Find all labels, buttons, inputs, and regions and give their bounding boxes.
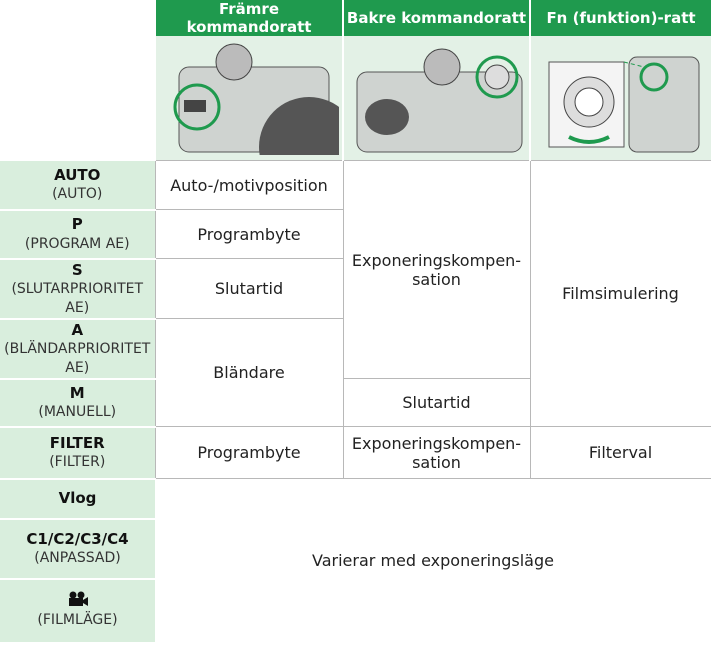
fn-dial-illustration	[548, 56, 699, 153]
column-header: Bakre kommandoratt	[342, 0, 530, 36]
mode-label: (AUTO)	[52, 186, 103, 203]
mode-name: C1/C2/C3/C4	[26, 529, 129, 548]
mode-name: Vlog	[58, 489, 97, 508]
mode-cell: AUTO (AUTO)	[0, 160, 155, 211]
mode-cell: P (PROGRAM AE)	[0, 209, 155, 260]
mode-label: (FILMLÄGE)	[37, 612, 118, 629]
mode-name: A	[71, 320, 84, 339]
column-header: Främre kommandoratt	[154, 0, 343, 36]
cell: Exponeringskompen­sation	[342, 159, 531, 380]
mode-cell: FILTER (FILTER)	[0, 426, 155, 480]
cell: Programbyte	[154, 426, 344, 480]
front-dial-illustration	[173, 43, 359, 197]
mode-name: P	[71, 215, 83, 234]
mode-cell: M (MANUELL)	[0, 378, 155, 428]
rear-dial-illustration	[356, 48, 522, 153]
mode-cell: A (BLÄNDARPRIORITET AE)	[0, 318, 155, 380]
mode-label: (FILTER)	[49, 454, 106, 471]
mode-cell: Vlog	[0, 478, 155, 520]
cell: Filmsimulering	[529, 159, 711, 428]
mode-cell: (FILMLÄGE)	[0, 578, 155, 644]
movie-icon	[68, 591, 88, 607]
cell: Varierar med exponeringsläge	[312, 551, 554, 571]
mode-cell: S (SLUTARPRIORITET AE)	[0, 258, 155, 320]
mode-label: (MANUELL)	[38, 404, 117, 421]
cell: Bländare	[154, 318, 344, 428]
mode-name: FILTER	[49, 433, 105, 452]
mode-label: (PROGRAM AE)	[24, 235, 130, 252]
mode-label: (BLÄNDARPRIORITET AE)	[4, 340, 151, 376]
mode-name: M	[69, 383, 85, 402]
mode-name: AUTO	[54, 165, 101, 184]
cell: Exponeringskompen­sation	[342, 426, 531, 480]
cell: Slutartid	[154, 257, 344, 320]
mode-label: (SLUTARPRIORITET AE)	[11, 280, 144, 316]
cell: Programbyte	[154, 209, 344, 259]
mode-cell: C1/C2/C3/C4 (ANPASSAD)	[0, 518, 155, 580]
mode-name: S	[71, 260, 83, 279]
mode-label: (ANPASSAD)	[34, 550, 121, 567]
column-header: Fn (funktion)-ratt	[529, 0, 711, 36]
cell: Filterval	[529, 426, 711, 480]
cell: Auto-/motivposition	[154, 160, 344, 210]
cell: Slutartid	[342, 378, 531, 428]
